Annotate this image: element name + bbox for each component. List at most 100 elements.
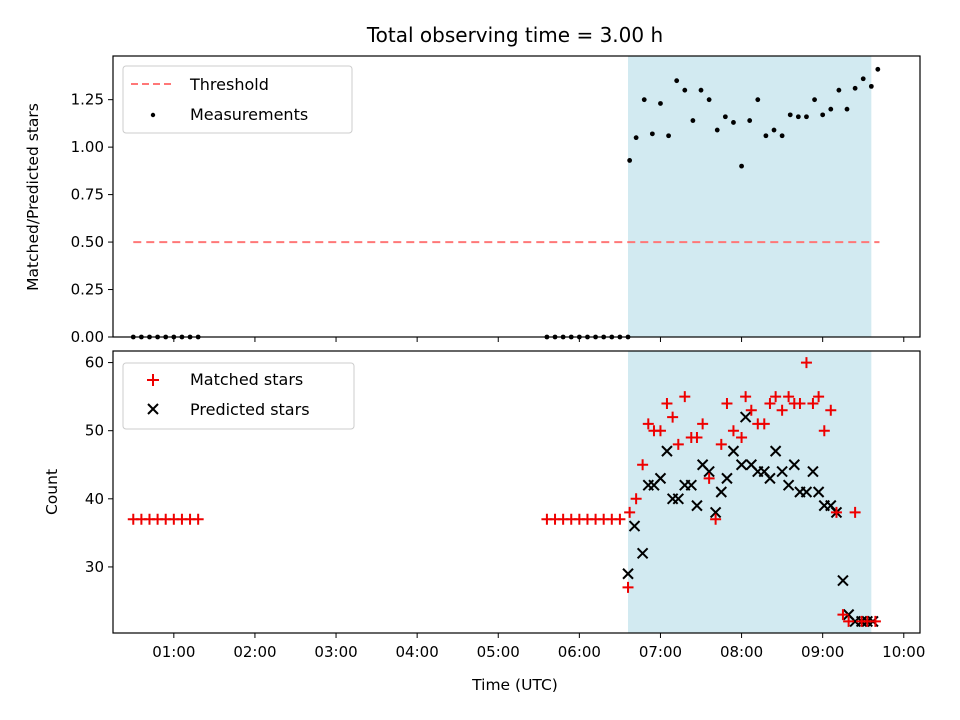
measurement-point [706,97,712,103]
bottom-legend: Matched stars Predicted stars [122,362,355,430]
measurement-point [820,112,826,118]
bottom-ytick-label: 60 [85,354,104,372]
predicted-star-point [628,520,641,532]
matched-star-point [776,404,788,416]
matched-star-point [691,432,703,444]
legend-measurements-label: Measurements [190,105,308,124]
predicted-star-point [776,465,788,478]
predicted-star-point [703,465,715,478]
matched-star-point [794,397,806,409]
matched-star-point [192,513,204,525]
top-ytick-label: 0.25 [71,281,104,299]
predicted-star-point [622,568,634,580]
predicted-star-point [788,459,800,471]
matched-star-point [825,404,837,416]
count-panel: 30 40 50 60 01:00 02:00 03:00 04:00 05:00 06:00 07… [85,350,925,661]
top-ytick-label: 0.75 [71,186,104,204]
measurement-point [633,135,639,141]
top-ytick-label: 1.25 [71,91,104,109]
bottom-xtick-label: 03:00 [314,643,357,661]
bottom-axes-frame [112,350,921,634]
top-legend: Threshold Measurements [122,65,353,134]
top-ylabel: Matched/Predicted stars [24,103,42,291]
measurement-point [868,83,874,89]
figure-title: Total observing time = 3.00 h [366,23,663,47]
predicted-star-point [764,472,776,485]
matched-star-point [715,438,727,450]
matched-star-point [697,418,709,430]
measurement-point [875,66,881,72]
matched-star-point [830,506,842,518]
bottom-ytick-label: 40 [85,490,104,508]
measurement-point [666,133,671,139]
measurement-point [682,87,688,93]
measurement-point [795,114,801,120]
legend-threshold-label: Threshold [189,75,269,94]
matched-star-point [869,615,881,627]
measurement-point [771,127,777,133]
matched-star-point [721,397,733,409]
measurement-point [860,76,866,82]
predicted-star-point [782,479,795,491]
predicted-star-point [709,506,722,519]
matched-star-point [843,615,855,627]
legend-predicted-swatch [147,403,159,415]
matched-star-point [740,391,752,403]
predicted-star-point [837,574,849,587]
measurement-point [731,120,736,125]
measurement-point [787,112,793,118]
bottom-xtick-label: 09:00 [801,643,844,661]
measurement-point [844,106,850,112]
bottom-xtick-label: 05:00 [477,643,520,661]
measurement-point [739,163,744,169]
predicted-star-point [654,472,667,485]
measurement-point [649,131,655,137]
predicted-star-point [721,472,733,485]
matched-star-point [727,425,739,437]
measurement-point [698,87,704,93]
matched-star-point [813,391,825,403]
legend-matched-label: Matched stars [190,370,303,389]
matched-star-point [849,506,861,518]
measurement-point [627,158,633,163]
top-legend-box [122,65,353,134]
bottom-xtick-label: 08:00 [720,643,763,661]
measurement-point [722,114,728,120]
top-ytick-label: 0.50 [71,233,104,251]
predicted-star-point [769,445,782,457]
matched-star-point [624,506,636,518]
predicted-star-point [807,465,819,478]
predicted-star-point [691,499,703,512]
bottom-observing-span [628,351,872,633]
legend-predicted-label: Predicted stars [190,400,310,419]
bottom-xtick-label: 10:00 [882,643,925,661]
bottom-xlabel: Time (UTC) [471,676,558,694]
matched-star-point [667,411,679,423]
matched-star-point [837,609,849,621]
matched-star-point [764,397,776,409]
measurement-point [804,114,809,120]
predicted-star-point [800,486,813,498]
measurement-point [763,133,769,139]
predicted-star-point [812,486,825,498]
measurement-point [747,118,753,123]
predicted-star-point [739,411,752,423]
legend-matched-swatch [147,374,159,386]
matched-star-point [672,438,684,450]
matched-star-point [770,391,782,403]
top-axes-frame [112,55,921,338]
bottom-xtick-label: 01:00 [152,643,195,661]
matched-star-point [622,581,634,593]
bottom-ytick-label: 30 [85,558,104,576]
matched-star-point [736,432,748,444]
predicted-star-point [715,486,727,498]
measurement-point [658,101,663,106]
measurement-point [674,78,680,84]
legend-measurements-swatch [150,112,156,118]
matched-star-point [818,425,830,437]
matched-star-point [637,459,649,471]
predicted-star-point [661,445,673,457]
top-ytick-label: 1.00 [71,138,104,156]
measurement-point [812,97,817,103]
